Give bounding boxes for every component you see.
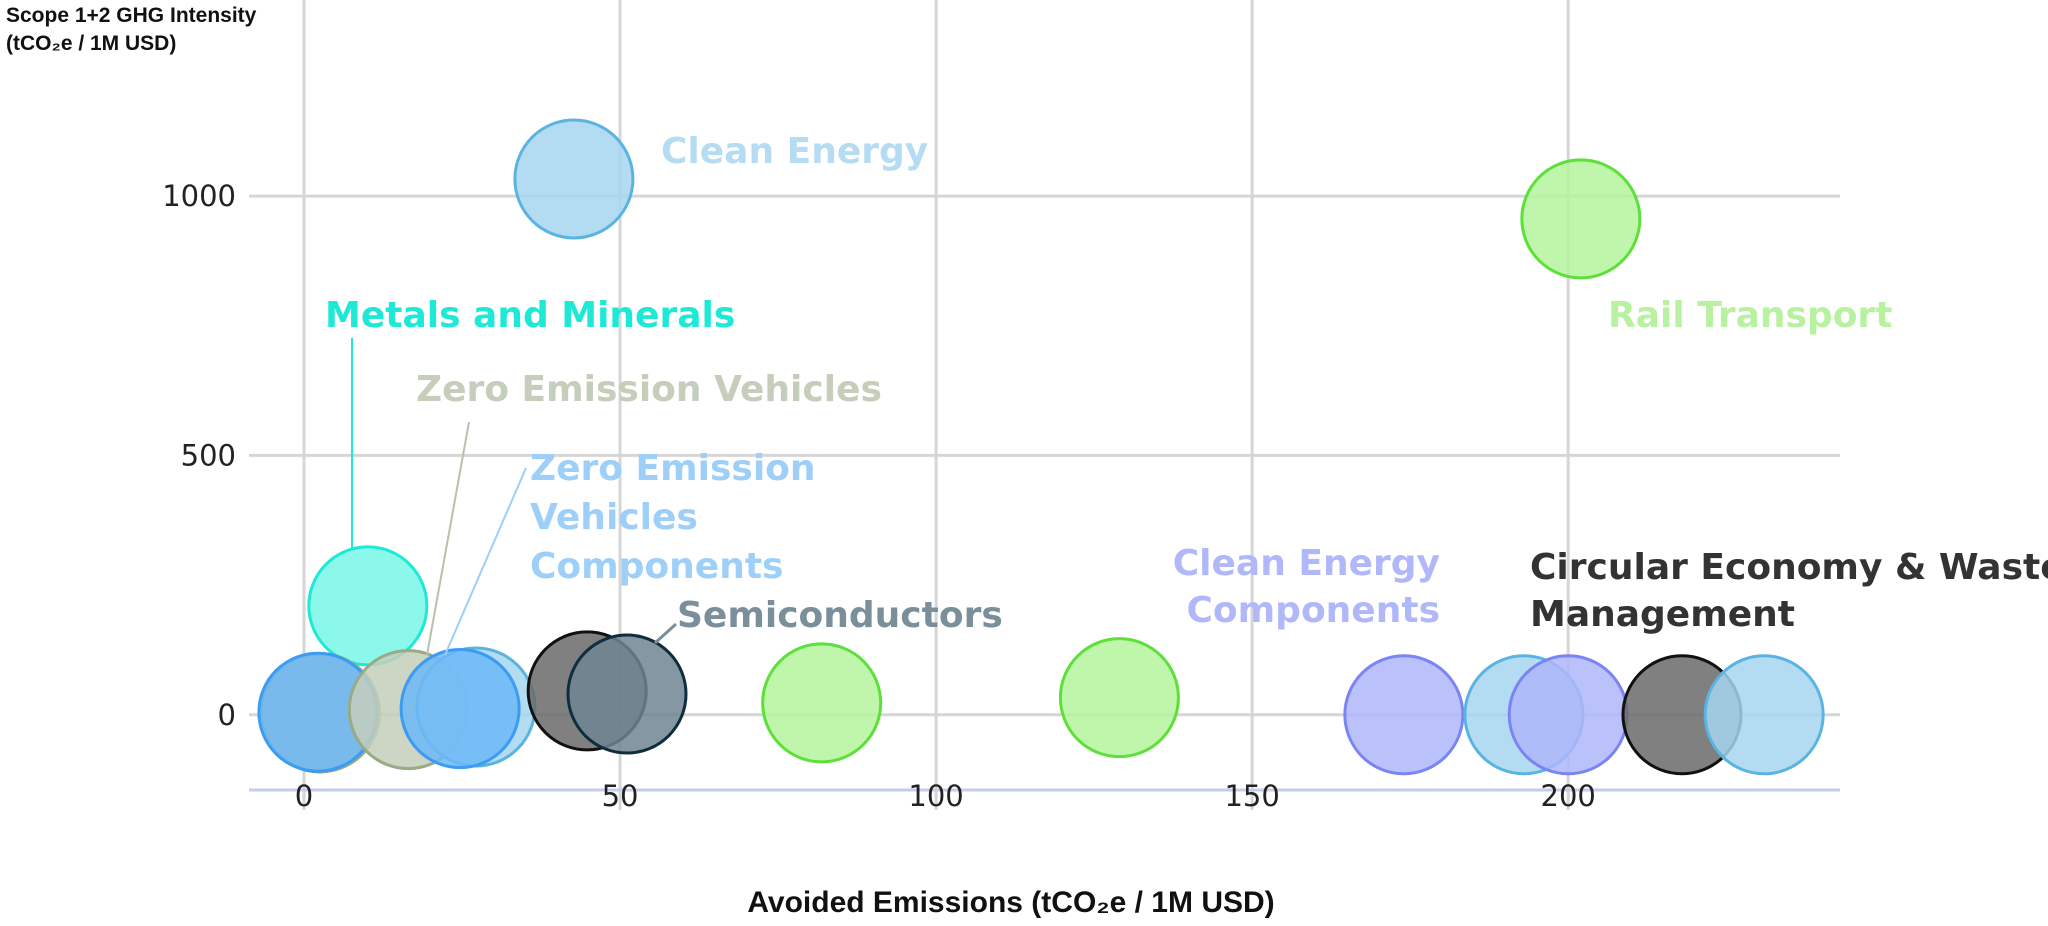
- annotation-zev-components-2: Vehicles: [530, 497, 698, 538]
- y-axis-title-line1: Scope 1+2 GHG Intensity: [6, 4, 257, 27]
- x-tick-label: 0: [295, 779, 313, 813]
- y-axis-title-line2: (tCO₂e / 1M USD): [6, 32, 176, 55]
- x-tick-label: 100: [908, 779, 963, 813]
- bubble-ce-comp[interactable]: [1343, 654, 1465, 776]
- bubbles: [257, 118, 1825, 776]
- x-tick-label: 50: [602, 779, 639, 813]
- x-tick-label: 200: [1541, 779, 1596, 813]
- annotation-rail-transport: Rail Transport: [1608, 295, 1892, 336]
- annotation-ce-components-1: Clean Energy: [1173, 543, 1440, 584]
- leader-lines: [351, 338, 678, 656]
- tick-labels: 0 50 100 150 200 0 500 1000: [162, 179, 1596, 813]
- bubble-zev-comp[interactable]: [399, 648, 521, 770]
- bubble-metals[interactable]: [307, 545, 429, 667]
- annotation-semiconductors: Semiconductors: [677, 595, 1003, 636]
- annotation-ce-components-2: Components: [1187, 590, 1440, 631]
- annotation-zev-components-1: Zero Emission: [530, 448, 816, 489]
- bubble-rail[interactable]: [1520, 158, 1642, 280]
- y-tick-label: 0: [218, 698, 236, 732]
- leader-zev: [426, 421, 470, 656]
- annotations: Clean Energy Rail Transport Metals and M…: [325, 131, 2048, 636]
- annotation-circular-1: Circular Economy & Waste: [1530, 547, 2048, 588]
- bubble-rail[interactable]: [761, 642, 883, 764]
- bubble-ce-comp[interactable]: [1507, 654, 1629, 776]
- annotation-metals-minerals: Metals and Minerals: [325, 295, 735, 336]
- leader-zev-components: [444, 467, 527, 656]
- leader-semiconductors: [653, 622, 678, 645]
- bubble-semis[interactable]: [566, 633, 688, 755]
- y-tick-label: 1000: [162, 179, 236, 213]
- x-tick-label: 150: [1224, 779, 1279, 813]
- annotation-circular-2: Management: [1530, 594, 1795, 635]
- bubble-clean-energy[interactable]: [1703, 654, 1825, 776]
- y-tick-label: 500: [181, 438, 236, 472]
- bubble-rail[interactable]: [1058, 637, 1180, 759]
- bubble-clean-energy[interactable]: [513, 118, 635, 240]
- annotation-clean-energy: Clean Energy: [661, 131, 928, 172]
- annotation-zev-components-3: Components: [530, 546, 783, 587]
- x-axis-title: Avoided Emissions (tCO₂e / 1M USD): [747, 886, 1274, 919]
- annotation-zev: Zero Emission Vehicles: [416, 369, 882, 410]
